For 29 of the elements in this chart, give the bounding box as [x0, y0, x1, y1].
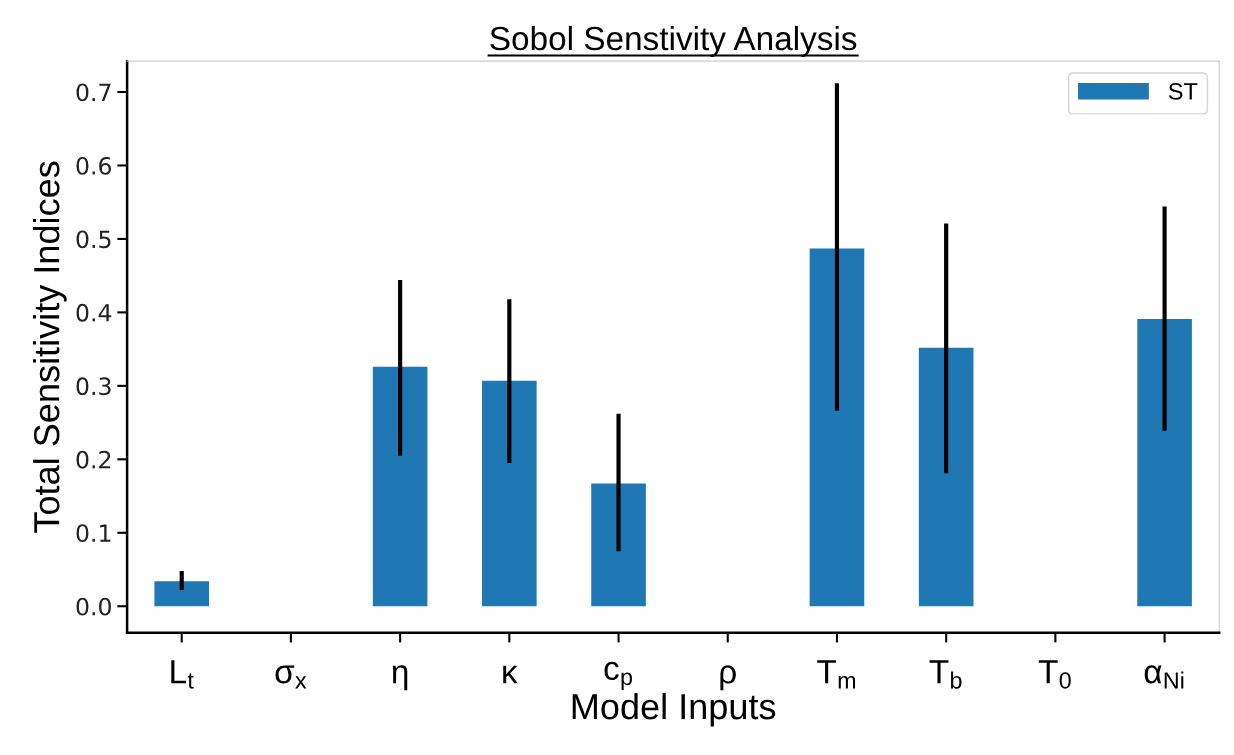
bar — [154, 581, 210, 607]
y-tick-label: 0.7 — [76, 83, 111, 102]
y-tick-label: 0.4 — [76, 303, 112, 322]
y-tick-label: 0.1 — [76, 524, 111, 543]
x-tick-label: T$_{b}$ — [929, 660, 962, 689]
bar — [809, 248, 865, 607]
bar — [918, 347, 974, 607]
bar — [591, 483, 646, 607]
x-tick-label: T$_{0}$ — [1038, 660, 1071, 689]
x-tick-label: L$_{t}$ — [171, 660, 194, 689]
y-tick-label: 0.6 — [76, 156, 112, 175]
x-tick-label: α$_{Ni}$ — [1144, 665, 1184, 689]
bar — [1137, 319, 1192, 607]
bar — [482, 380, 537, 607]
x-tick-label: σ$_{x}$ — [275, 665, 307, 689]
x-tick-label: η — [392, 665, 408, 691]
x-tick-label: ρ — [720, 665, 736, 691]
y-tick-label: 0.3 — [76, 377, 111, 396]
bar — [372, 366, 428, 607]
x-tick-label: T$_{m}$ — [817, 660, 856, 689]
y-tick-label: 0.0 — [76, 597, 111, 616]
y-tick-label: 0.5 — [76, 230, 111, 249]
y-tick-label: 0.2 — [76, 450, 111, 469]
legend-label: ST — [1168, 83, 1198, 100]
chart-title: Sobol Senstivity Analysis — [490, 25, 857, 57]
y-axis-title: Total Sensitivity Indices — [32, 161, 67, 533]
x-axis-title: Model Inputs — [572, 692, 776, 727]
x-tick-label: κ — [503, 665, 518, 684]
x-tick-label: c$_{p}$ — [604, 661, 633, 690]
